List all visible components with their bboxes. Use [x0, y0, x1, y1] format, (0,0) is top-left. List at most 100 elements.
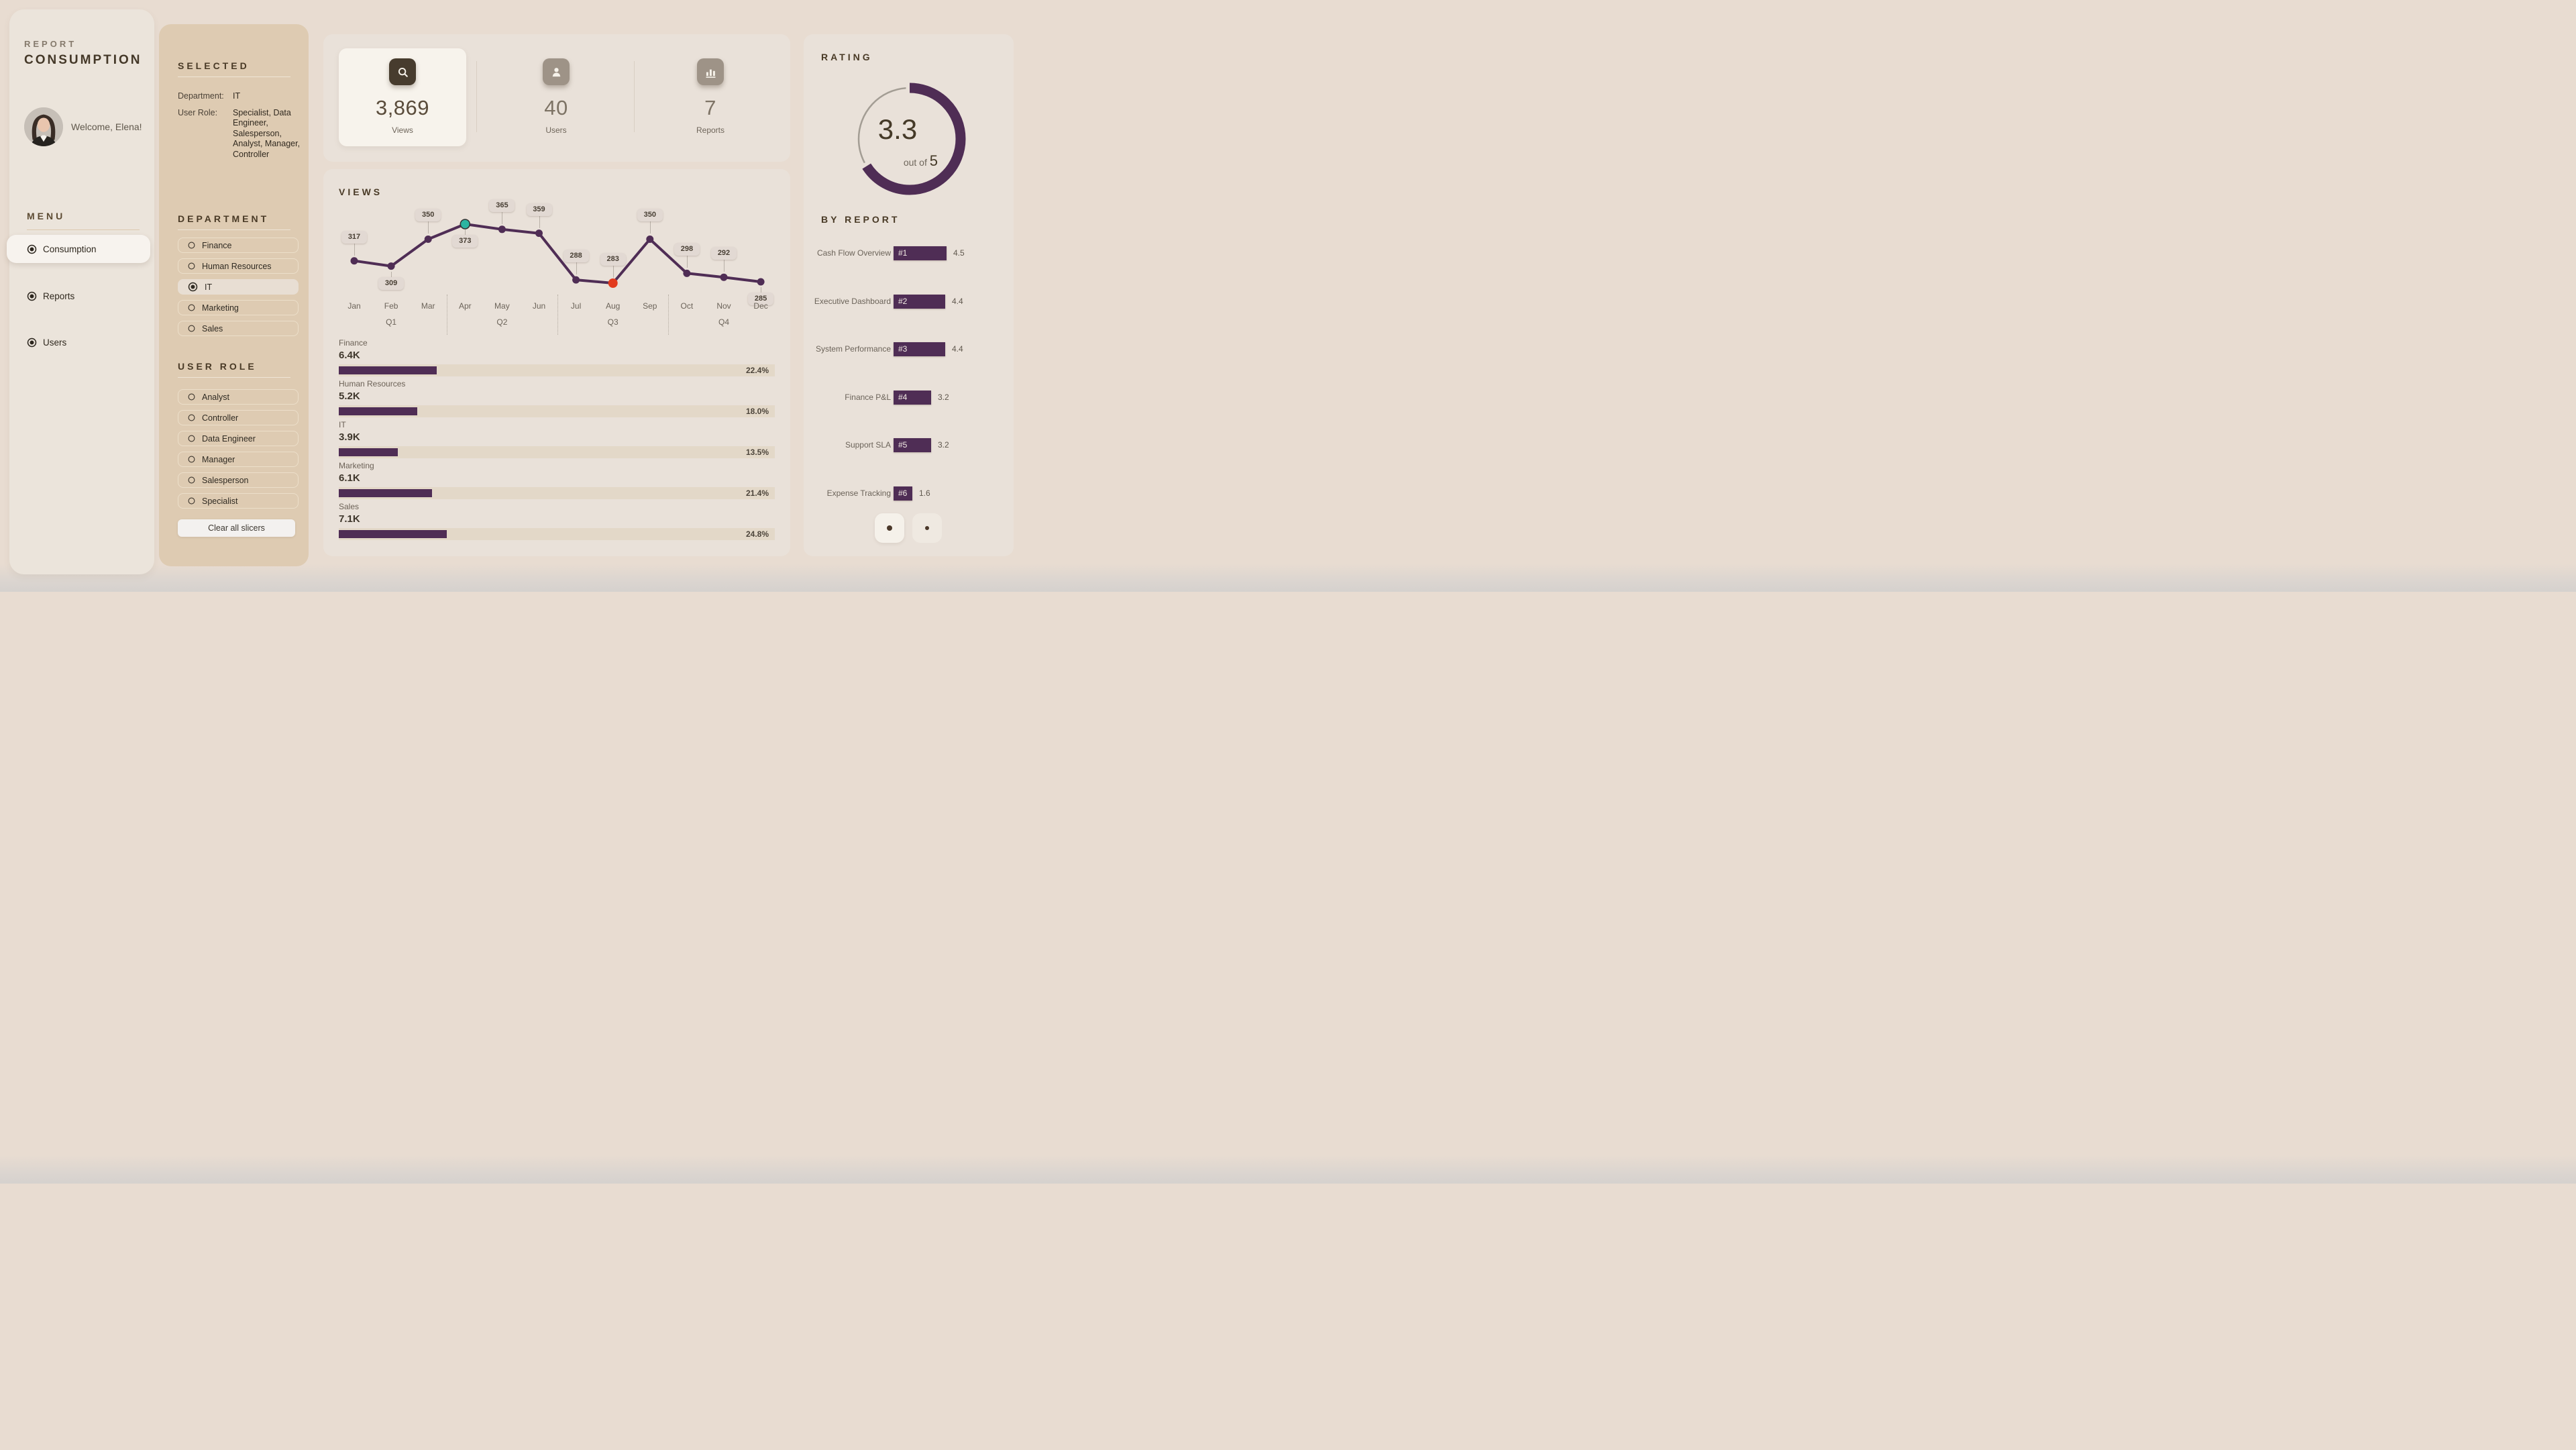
x-axis-label-jun: Jun: [532, 301, 546, 311]
radio-selected-icon: [27, 291, 37, 301]
data-label-sep: 350: [637, 209, 663, 222]
bar-category: IT: [339, 420, 346, 429]
data-label-jan: 317: [341, 230, 367, 244]
department-divider: [178, 229, 290, 230]
slicer-panel: SELECTED Department: IT User Role: Specia…: [159, 24, 309, 566]
app-title-line2: CONSUMPTION: [24, 53, 142, 67]
radio-selected-icon: [188, 282, 198, 292]
report-rating: 1.6: [919, 488, 930, 498]
kpi-iconbox: [389, 58, 416, 85]
data-point-dec: [757, 278, 765, 286]
data-label-dec: 285: [748, 293, 774, 306]
bar-fill: [339, 530, 447, 538]
x-axis-label-oct: Oct: [680, 301, 694, 311]
report-name: Cash Flow Overview: [816, 248, 891, 258]
x-axis-quarter-q1: Q1: [386, 317, 397, 327]
sidebar-item-reports[interactable]: Reports: [27, 282, 74, 310]
user-role-option-specialist[interactable]: Specialist: [178, 493, 299, 509]
data-label-connector: [686, 256, 688, 268]
department-option-human-resources[interactable]: Human Resources: [178, 258, 299, 274]
x-axis-quarter-q3: Q3: [607, 317, 619, 327]
bar-value: 7.1K: [339, 513, 360, 525]
kpi-value: 3,869: [375, 96, 430, 119]
report-row-2[interactable]: Executive Dashboard #2 4.4: [804, 294, 1014, 309]
kpi-iconbox: [543, 58, 570, 85]
sidebar-item-label: Users: [43, 337, 67, 348]
kpi-users[interactable]: 40 Users: [492, 34, 620, 162]
option-label: Analyst: [202, 392, 229, 402]
x-axis-label-mar: Mar: [421, 301, 435, 311]
avatar: [24, 107, 63, 146]
x-axis-label-feb: Feb: [384, 301, 398, 311]
user-role-option-salesperson[interactable]: Salesperson: [178, 472, 299, 488]
kpi-value: 40: [544, 96, 568, 119]
report-row-1[interactable]: Cash Flow Overview #1 4.5: [804, 246, 1014, 260]
report-row-4[interactable]: Finance P&L #4 3.2: [804, 390, 1014, 405]
report-row-5[interactable]: Support SLA #5 3.2: [804, 438, 1014, 452]
clear-all-slicers-button[interactable]: Clear all slicers: [178, 519, 295, 537]
app-title: REPORT CONSUMPTION: [24, 39, 142, 68]
selected-heading: SELECTED: [178, 60, 250, 71]
user-role-option-controller[interactable]: Controller: [178, 410, 299, 425]
user-role-heading: USER ROLE: [178, 361, 257, 372]
kpi-reports[interactable]: 7 Reports: [647, 34, 774, 162]
option-label: Human Resources: [202, 261, 272, 271]
department-option-marketing[interactable]: Marketing: [178, 300, 299, 315]
department-bar-row-human-resources[interactable]: Human Resources 5.2K 18.0%: [339, 379, 775, 417]
rating-panel: RATING 3.3 out of 5 BY REPORT Cash Flow …: [804, 34, 1014, 556]
sidebar-item-consumption[interactable]: Consumption: [7, 235, 150, 263]
bar-percent: 22.4%: [745, 366, 769, 375]
x-axis-label-aug: Aug: [606, 301, 621, 311]
data-label-connector: [612, 266, 614, 278]
selected-value: Specialist, Data Engineer, Salesperson, …: [233, 107, 301, 159]
radio-icon: [188, 325, 195, 332]
bar-track: 13.5%: [339, 446, 775, 458]
department-bar-row-sales[interactable]: Sales 7.1K 24.8%: [339, 502, 775, 540]
pagination-button-1-active[interactable]: [875, 513, 904, 543]
x-axis-label-may: May: [494, 301, 510, 311]
bar-track: 24.8%: [339, 528, 775, 540]
data-point-jul: [572, 276, 580, 284]
rating-out-of: out of 5: [871, 152, 938, 170]
department-bar-row-it[interactable]: IT 3.9K 13.5%: [339, 420, 775, 458]
selected-key: Department:: [178, 91, 224, 101]
report-rank-bar: #6: [894, 486, 912, 501]
sidebar-item-users[interactable]: Users: [27, 328, 66, 356]
user-role-option-data-engineer[interactable]: Data Engineer: [178, 431, 299, 446]
rating-gauge: [851, 80, 969, 198]
option-label: Specialist: [202, 496, 238, 506]
data-point-may: [498, 225, 506, 234]
department-heading: DEPARTMENT: [178, 213, 270, 224]
report-rating: 4.5: [953, 248, 965, 258]
kpi-iconbox: [697, 58, 724, 85]
by-report-heading: BY REPORT: [821, 214, 900, 225]
user-icon: [552, 67, 560, 76]
user-role-option-analyst[interactable]: Analyst: [178, 389, 299, 405]
department-option-sales[interactable]: Sales: [178, 321, 299, 336]
kpi-views[interactable]: 3,869 Views: [339, 34, 466, 162]
bar-value: 5.2K: [339, 391, 360, 402]
views-panel: VIEWS 317 Jan 309 Feb Q1 350 Mar 373 Apr 365 May Q2…: [323, 169, 790, 556]
department-option-finance[interactable]: Finance: [178, 238, 299, 253]
x-axis-label-jan: Jan: [347, 301, 361, 311]
user-role-option-manager[interactable]: Manager: [178, 452, 299, 467]
report-row-3[interactable]: System Performance #3 4.4: [804, 342, 1014, 356]
data-label-jul: 288: [563, 250, 589, 263]
rating-value: 3.3: [877, 113, 918, 145]
x-axis-quarter-q2: Q2: [496, 317, 508, 327]
option-label: Manager: [202, 454, 235, 464]
views-line-chart[interactable]: 317 Jan 309 Feb Q1 350 Mar 373 Apr 365 May Q2 359 Jun…: [339, 199, 775, 340]
bar-fill: [339, 407, 417, 415]
radio-selected-icon: [27, 338, 37, 347]
data-point-sep: [646, 235, 654, 243]
department-option-it[interactable]: IT: [178, 279, 299, 295]
report-rating: 3.2: [938, 392, 949, 402]
department-bar-row-finance[interactable]: Finance 6.4K 22.4%: [339, 338, 775, 376]
report-row-6[interactable]: Expense Tracking #6 1.6: [804, 486, 1014, 501]
department-bar-row-marketing[interactable]: Marketing 6.1K 21.4%: [339, 461, 775, 499]
pagination-button-2[interactable]: [912, 513, 942, 543]
data-label-oct: 298: [674, 243, 700, 256]
radio-icon: [188, 242, 195, 249]
menu-divider: [27, 229, 140, 230]
avatar-image: [24, 107, 63, 146]
